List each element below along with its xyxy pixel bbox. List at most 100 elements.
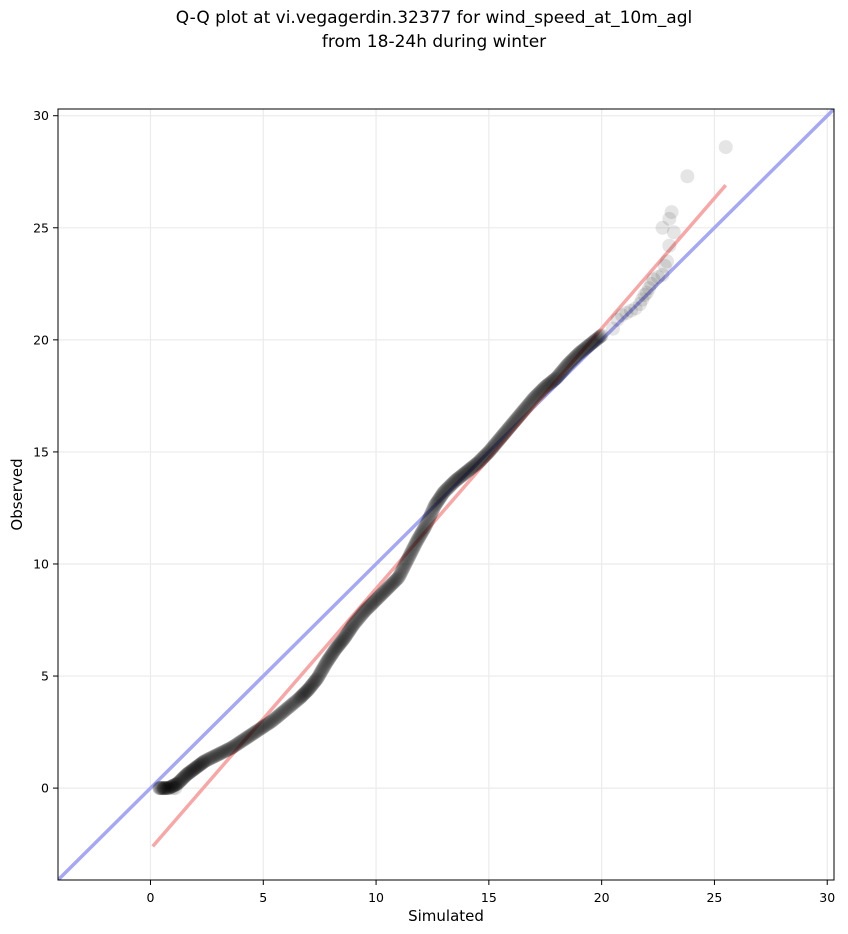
data-point	[225, 740, 240, 755]
y-axis-ticks: 0 5 10 15 20 25 30	[33, 108, 58, 796]
data-point	[177, 769, 192, 784]
data-point	[414, 525, 429, 540]
data-point	[464, 461, 479, 476]
data-point	[499, 423, 514, 438]
data-point	[402, 548, 417, 563]
data-point	[463, 461, 478, 476]
data-point	[157, 781, 172, 796]
data-point	[184, 764, 199, 779]
data-point	[560, 357, 575, 372]
data-point	[432, 491, 447, 506]
data-point	[405, 543, 420, 558]
data-point	[585, 335, 600, 350]
data-point	[357, 604, 372, 619]
data-point	[418, 519, 433, 534]
data-point	[488, 437, 503, 452]
data-point	[263, 715, 278, 730]
data-point	[203, 751, 218, 766]
data-point	[257, 718, 272, 733]
data-point	[515, 404, 530, 419]
data-point	[457, 466, 472, 481]
y-tick-label: 30	[33, 108, 49, 123]
data-point	[458, 465, 473, 480]
data-point	[373, 588, 388, 603]
data-point	[177, 770, 192, 785]
data-point	[378, 583, 393, 598]
data-point	[244, 727, 259, 742]
data-point	[303, 680, 318, 695]
data-point	[412, 530, 427, 545]
data-point	[573, 345, 588, 360]
data-point	[231, 736, 246, 751]
data-point	[399, 555, 414, 570]
data-point	[188, 760, 203, 775]
data-point	[246, 726, 261, 741]
data-point	[265, 713, 280, 728]
data-point	[161, 781, 176, 796]
data-point	[564, 353, 579, 368]
data-point	[471, 455, 486, 470]
data-point	[204, 750, 219, 765]
data-point	[301, 682, 316, 697]
data-point	[545, 374, 560, 389]
data-point	[531, 387, 546, 402]
data-point	[375, 586, 390, 601]
data-point	[173, 774, 188, 789]
data-point	[490, 434, 505, 449]
data-point	[365, 596, 380, 611]
data-point	[421, 513, 436, 528]
data-point	[176, 770, 191, 785]
data-point	[321, 652, 336, 667]
data-point	[387, 574, 402, 589]
data-point	[584, 336, 599, 351]
data-point	[551, 369, 566, 384]
data-point	[443, 478, 458, 493]
data-point	[228, 738, 243, 753]
data-point	[590, 331, 605, 346]
data-point	[394, 565, 409, 580]
data-point	[415, 524, 430, 539]
y-tick-label: 5	[41, 669, 49, 684]
data-point	[408, 537, 423, 552]
data-point	[419, 517, 434, 532]
data-point	[198, 753, 213, 768]
data-point	[356, 605, 371, 620]
data-point	[477, 448, 492, 463]
y-tick-label: 0	[41, 781, 49, 796]
data-point	[586, 334, 601, 349]
data-point	[619, 305, 634, 320]
data-point	[319, 655, 334, 670]
data-point	[274, 705, 289, 720]
data-point	[492, 432, 507, 447]
data-point	[521, 397, 536, 412]
data-point	[462, 462, 477, 477]
data-point	[312, 666, 327, 681]
data-points	[152, 140, 733, 796]
data-point	[428, 497, 443, 512]
data-point	[426, 501, 441, 516]
data-point	[259, 717, 274, 732]
data-point	[525, 393, 540, 408]
data-point	[227, 738, 242, 753]
data-point	[311, 669, 326, 684]
data-point	[474, 452, 489, 467]
data-point	[542, 376, 557, 391]
data-point	[292, 691, 307, 706]
data-point	[305, 676, 320, 691]
data-point	[157, 781, 172, 796]
data-point	[313, 665, 328, 680]
data-point	[324, 647, 339, 662]
data-point	[568, 350, 583, 365]
data-point	[553, 366, 568, 381]
data-point	[381, 580, 396, 595]
data-point	[374, 587, 389, 602]
data-point	[400, 553, 415, 568]
data-point	[346, 617, 361, 632]
data-point	[486, 439, 501, 454]
data-point	[593, 329, 608, 344]
data-point	[271, 709, 286, 724]
data-point	[555, 363, 570, 378]
fit-line	[151, 184, 728, 848]
